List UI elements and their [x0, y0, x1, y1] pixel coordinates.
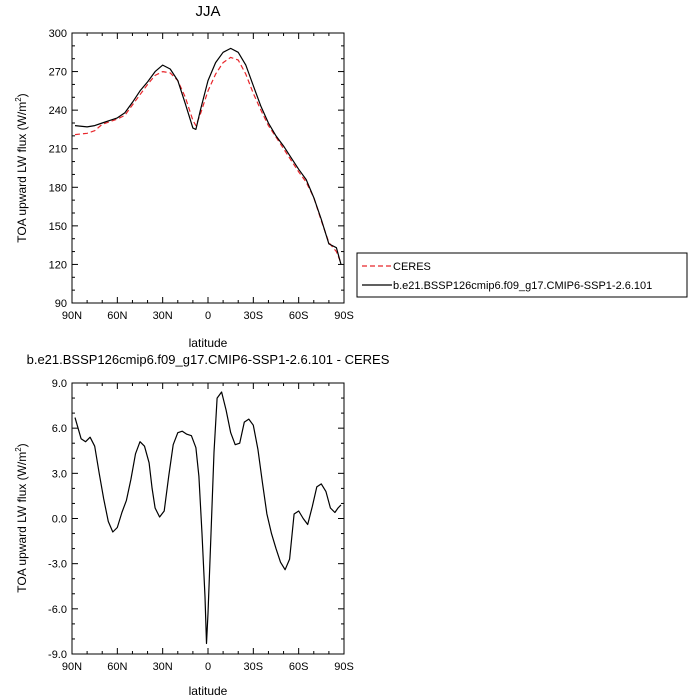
top-y-tick-labels: 90 120 150 180 210 240 270 300 [49, 28, 67, 310]
bottom-ytick-label: -3.0 [48, 559, 67, 571]
top-x-axis-label: latitude [189, 336, 228, 350]
top-series-line-1 [74, 47, 342, 265]
bottom-y-tick-labels: -9.0 -6.0 -3.0 0.0 3.0 6.0 9.0 [48, 378, 67, 661]
bottom-y-axis-label: TOA upward LW flux (W/m2) [14, 443, 29, 592]
top-xtick-label: 60S [289, 310, 309, 322]
bottom-ytick-label: 0.0 [52, 514, 67, 526]
top-y-axis-label-sup: 2 [14, 97, 23, 102]
bottom-xtick-label: 90S [334, 661, 354, 673]
bottom-x-tick-labels: 90N 60N 30N 0 30S 60S 90S [62, 661, 354, 673]
top-xtick-label: 60N [107, 310, 127, 322]
bottom-plot-frame [71, 382, 345, 655]
bottom-ytick-label: 3.0 [52, 468, 67, 480]
bottom-ytick-label: -6.0 [48, 604, 67, 616]
legend-label-ceres: CERES [393, 261, 431, 273]
top-ytick-label: 270 [49, 67, 67, 79]
bottom-xtick-label: 90N [62, 661, 82, 673]
bottom-ytick-label: -9.0 [48, 649, 67, 661]
bottom-xtick-label: 0 [205, 661, 211, 673]
top-y-axis-label: TOA upward LW flux (W/m2) [14, 93, 29, 242]
top-plot-frame [71, 32, 345, 304]
bottom-y-axis-label-tail: ) [15, 443, 29, 447]
bottom-ytick-label: 9.0 [52, 378, 67, 390]
bottom-xtick-label: 60N [107, 661, 127, 673]
top-panel: JJA 90 120 150 180 210 240 270 300 90N 60N 30N 0 30… [14, 3, 688, 350]
top-ytick-label: 180 [49, 182, 67, 194]
top-x-tick-labels: 90N 60N 30N 0 30S 60S 90S [62, 310, 354, 322]
bottom-panel: b.e21.BSSP126cmip6.f09_g17.CMIP6-SSP1-2.… [14, 352, 390, 698]
top-tick-marks [71, 32, 345, 304]
bottom-series-group [74, 391, 342, 645]
top-chart-title: JJA [195, 3, 220, 20]
bottom-ytick-label: 6.0 [52, 423, 67, 435]
top-ytick-label: 150 [49, 221, 67, 233]
bottom-y-axis-label-sup: 2 [14, 447, 23, 452]
top-series-line-0 [74, 56, 342, 264]
legend-box [356, 252, 688, 298]
top-ytick-label: 210 [49, 144, 67, 156]
bottom-chart-title: b.e21.BSSP126cmip6.f09_g17.CMIP6-SSP1-2.… [27, 352, 390, 367]
top-ytick-label: 120 [49, 259, 67, 271]
legend: CERES b.e21.BSSP126cmip6.f09_g17.CMIP6-S… [356, 252, 688, 298]
bottom-x-axis-label: latitude [189, 684, 228, 698]
top-y-axis-label-main: TOA upward LW flux (W/m [15, 102, 29, 243]
bottom-xtick-label: 30S [244, 661, 264, 673]
legend-label-model: b.e21.BSSP126cmip6.f09_g17.CMIP6-SSP1-2.… [393, 280, 652, 292]
top-y-axis-label-tail: ) [15, 93, 29, 97]
top-ytick-label: 240 [49, 105, 67, 117]
top-xtick-label: 30S [244, 310, 264, 322]
top-xtick-label: 30N [153, 310, 173, 322]
bottom-xtick-label: 60S [289, 661, 309, 673]
top-xtick-label: 0 [205, 310, 211, 322]
bottom-series-line-0 [74, 391, 342, 645]
top-ytick-label: 90 [55, 298, 67, 310]
top-ytick-label: 300 [49, 28, 67, 40]
bottom-xtick-label: 30N [153, 661, 173, 673]
bottom-y-axis-label-main: TOA upward LW flux (W/m [15, 452, 29, 593]
top-series-group [74, 47, 342, 265]
top-xtick-label: 90N [62, 310, 82, 322]
top-xtick-label: 90S [334, 310, 354, 322]
